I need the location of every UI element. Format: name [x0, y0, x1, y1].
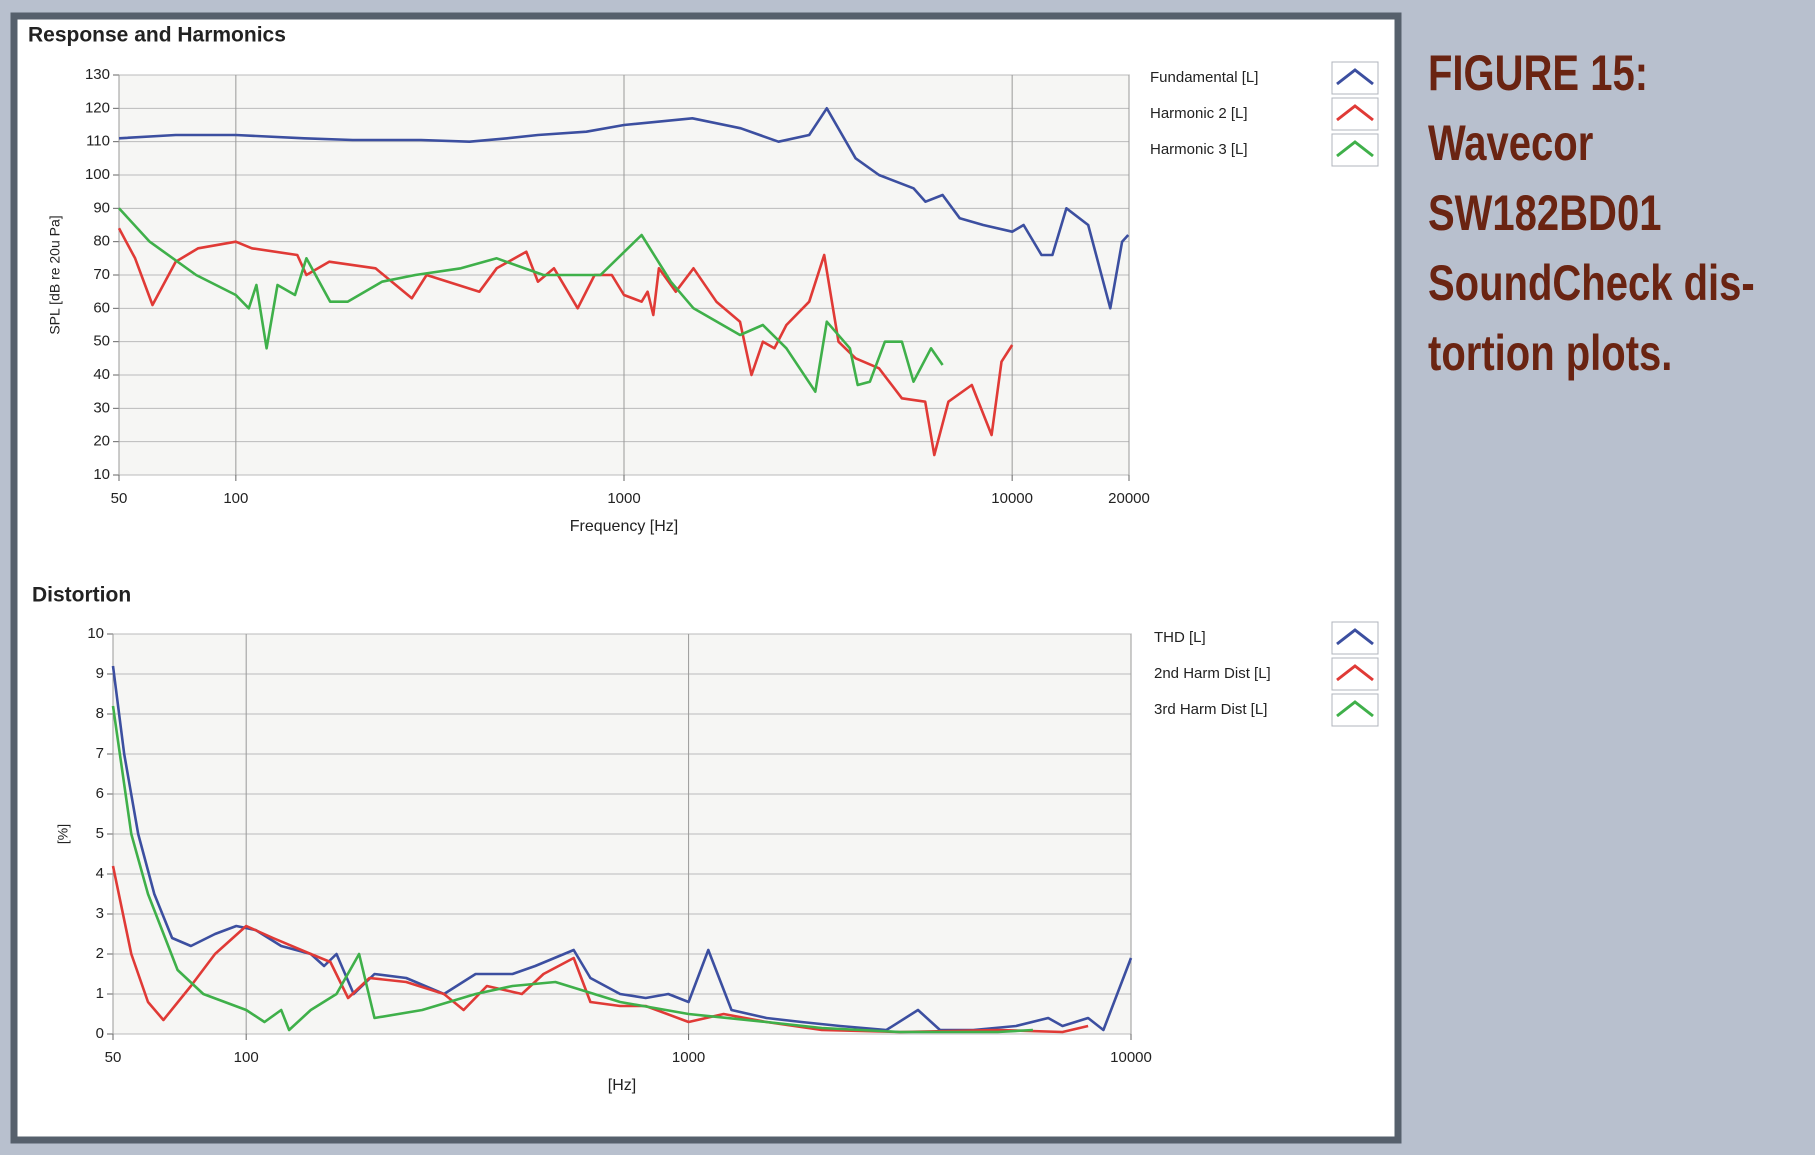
legend-box	[1331, 133, 1379, 167]
caption-line: SW182BD01	[1428, 185, 1662, 241]
y-tick-label: 10	[87, 625, 104, 642]
y-tick-label: 40	[93, 366, 110, 383]
legend-box	[1331, 61, 1379, 95]
y-axis-label: [%]	[55, 824, 71, 844]
caption-line: tortion plots.	[1428, 325, 1673, 381]
caption-line: SoundCheck dis-	[1428, 255, 1755, 311]
x-tick-label: 100	[223, 490, 248, 507]
legend-label: Harmonic 3 [L]	[1150, 141, 1248, 158]
chart-title: Distortion	[32, 584, 131, 607]
legend-label: 2nd Harm Dist [L]	[1154, 665, 1271, 682]
legend-swatch	[1336, 700, 1374, 718]
legend-swatch	[1336, 104, 1374, 122]
x-tick-label: 10000	[1110, 1049, 1152, 1066]
y-tick-label: 6	[96, 785, 104, 802]
y-tick-label: 90	[93, 199, 110, 216]
series-line	[111, 705, 1033, 1034]
legend-label: Fundamental [L]	[1150, 69, 1258, 86]
caption-line: FIGURE 15:	[1428, 45, 1649, 101]
y-tick-label: 100	[85, 166, 110, 183]
y-tick-label: 130	[85, 66, 110, 83]
series-line	[118, 107, 1130, 310]
legend-label: Harmonic 2 [L]	[1150, 105, 1248, 122]
y-tick-label: 70	[93, 266, 110, 283]
y-tick-label: 80	[93, 233, 110, 250]
x-tick-label: 20000	[1108, 490, 1150, 507]
caption-line: Wavecor	[1428, 115, 1594, 171]
legend-swatch	[1336, 664, 1374, 682]
chart-title: Response and Harmonics	[28, 24, 286, 47]
y-tick-label: 5	[96, 825, 104, 842]
x-tick-label: 1000	[607, 490, 640, 507]
legend-box	[1331, 693, 1379, 727]
y-tick-label: 7	[96, 745, 104, 762]
legend-box	[1331, 621, 1379, 655]
series-line	[118, 207, 944, 393]
legend-box	[1331, 97, 1379, 131]
legend-label: THD [L]	[1154, 629, 1206, 646]
legend-box	[1331, 657, 1379, 691]
y-tick-label: 9	[96, 665, 104, 682]
y-tick-label: 120	[85, 99, 110, 116]
y-tick-label: 30	[93, 399, 110, 416]
x-tick-label: 50	[111, 490, 128, 507]
x-tick-label: 1000	[672, 1049, 705, 1066]
y-tick-label: 110	[86, 133, 110, 150]
y-tick-label: 60	[93, 299, 110, 316]
y-tick-label: 0	[96, 1025, 104, 1042]
y-tick-label: 3	[96, 905, 104, 922]
y-tick-label: 10	[93, 466, 110, 483]
legend-swatch	[1336, 628, 1374, 646]
y-tick-label: 4	[96, 865, 104, 882]
x-tick-label: 50	[105, 1049, 122, 1066]
y-tick-label: 50	[93, 333, 110, 350]
y-axis-label: SPL [dB re 20u Pa]	[47, 215, 63, 334]
x-tick-label: 100	[234, 1049, 259, 1066]
y-tick-label: 8	[96, 705, 104, 722]
legend-swatch	[1336, 140, 1374, 158]
x-tick-label: 10000	[991, 490, 1033, 507]
y-tick-label: 2	[96, 945, 104, 962]
y-tick-label: 1	[96, 985, 104, 1002]
legend-label: 3rd Harm Dist [L]	[1154, 701, 1267, 718]
y-tick-label: 20	[93, 433, 110, 450]
x-axis-label: [Hz]	[608, 1077, 636, 1094]
legend-swatch	[1336, 68, 1374, 86]
x-axis-label: Frequency [Hz]	[570, 518, 678, 535]
